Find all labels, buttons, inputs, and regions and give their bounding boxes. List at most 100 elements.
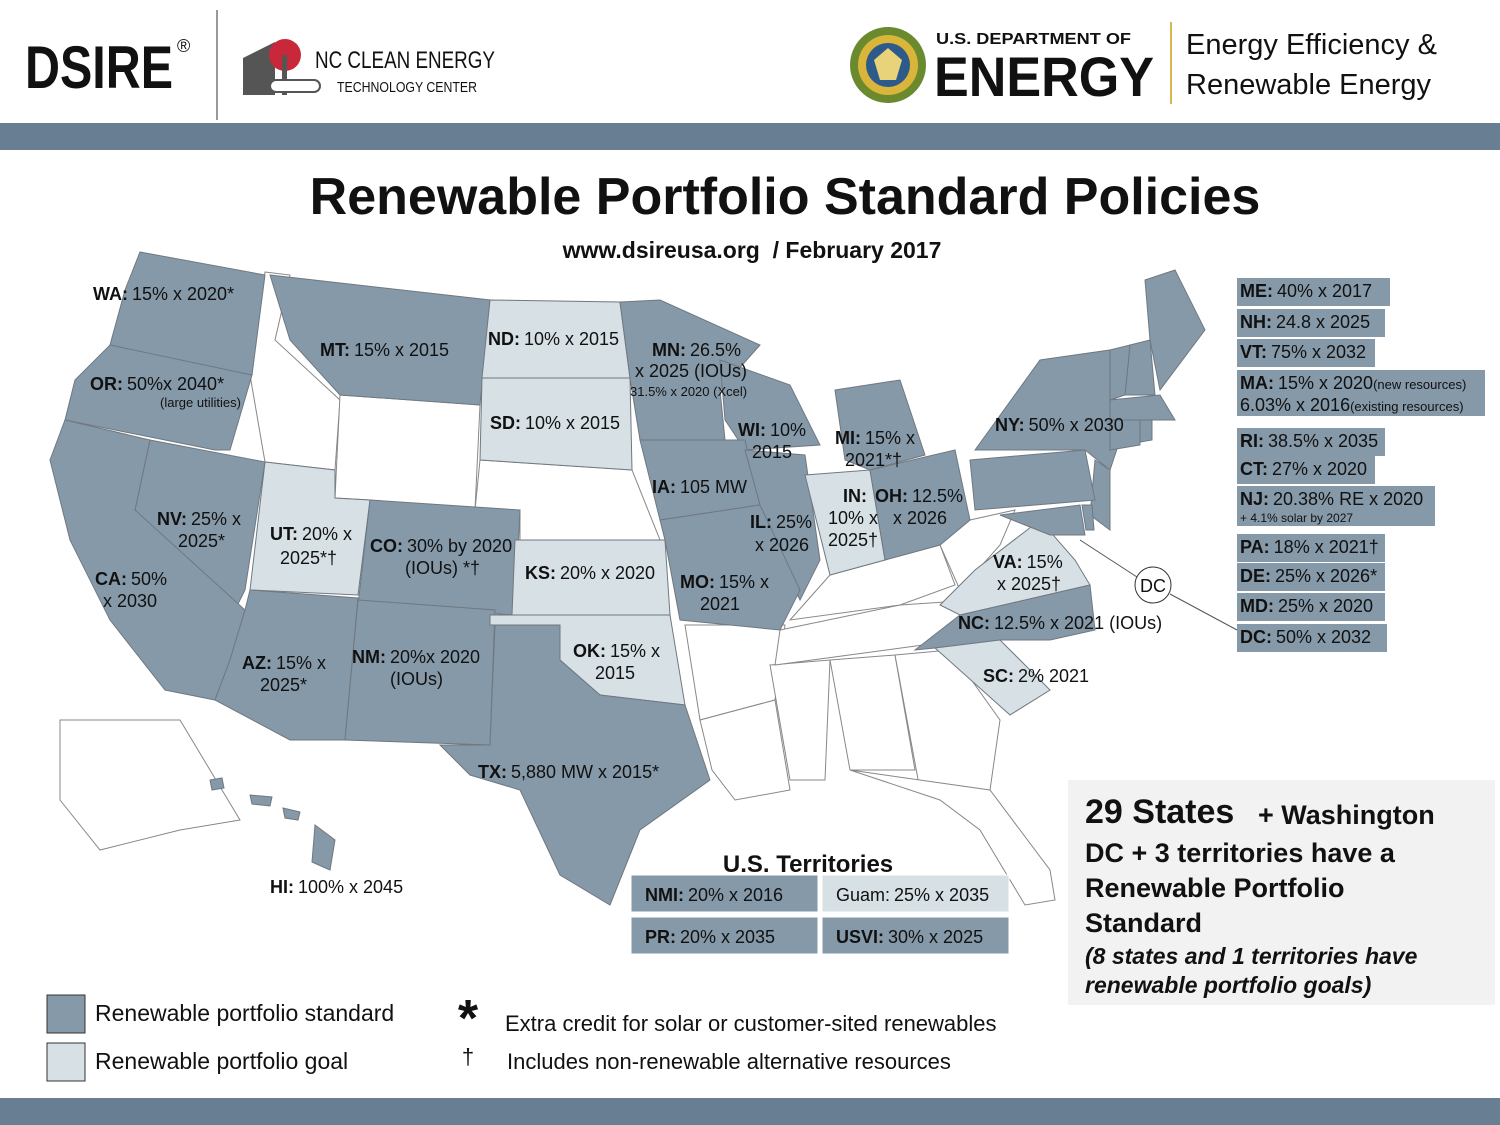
state-label: IL: 25% xyxy=(750,512,812,532)
state-policy: 105 MW xyxy=(680,477,747,497)
state-policy: 15% x xyxy=(610,641,660,661)
nc-line1: NC CLEAN ENERGY xyxy=(315,47,495,74)
state-abbr: NM: xyxy=(352,647,386,667)
state-shape xyxy=(829,654,916,771)
state-shape xyxy=(1081,504,1095,531)
panel-box xyxy=(1237,486,1435,526)
panel-label: NJ: 20.38% RE x 2020 xyxy=(1240,489,1423,509)
state-policy: 2021 xyxy=(700,594,740,614)
state-abbr: MI: xyxy=(835,428,861,448)
state-shape xyxy=(849,769,1056,906)
panel-subnote: + 4.1% solar by 2027 xyxy=(1240,511,1353,525)
state-abbr: NV: xyxy=(157,509,187,529)
state-policy: 75% x 2032 xyxy=(1271,342,1366,362)
state-label: x 2025 (IOUs) xyxy=(635,361,747,381)
state-shape xyxy=(974,349,1121,471)
summary-text: Renewable Portfolio xyxy=(1085,873,1345,903)
state-policy: (IOUs) *† xyxy=(405,558,480,578)
state-label: ND: 10% x 2015 xyxy=(488,329,619,349)
panel-box xyxy=(1237,563,1385,591)
state-policy: 15% x 2015 xyxy=(354,340,449,360)
dc-leader xyxy=(1079,539,1138,578)
state-policy: x 2030 xyxy=(103,591,157,611)
state-abbr: AZ: xyxy=(242,653,272,673)
state-policy: 10% x 2015 xyxy=(525,413,620,433)
unshaded-states xyxy=(59,271,1056,906)
state-label: KS: 20% x 2020 xyxy=(525,563,655,583)
state-policy: 15% xyxy=(1027,552,1063,572)
bottom-band xyxy=(0,1098,1500,1125)
state-policy: 24.8 x 2025 xyxy=(1276,312,1370,332)
doe-line1: U.S. DEPARTMENT OF xyxy=(936,31,1131,48)
state-policy: 27% x 2020 xyxy=(1272,459,1367,479)
state-policy: 2015 xyxy=(595,663,635,683)
state-policy: 50% xyxy=(131,569,167,589)
territory-abbr: Guam: xyxy=(836,885,890,905)
state-note: (new resources) xyxy=(1373,377,1466,392)
state-policy: 6.03% x 2016 xyxy=(1240,395,1350,415)
state-policy: x 2026 xyxy=(893,508,947,528)
panel-box xyxy=(1237,428,1385,456)
state-note: (existing resources) xyxy=(1350,399,1463,414)
state-label: TX: 5,880 MW x 2015* xyxy=(478,762,659,782)
title: Renewable Portfolio Standard Policies xyxy=(310,168,1261,226)
state-abbr: IN: xyxy=(843,486,867,506)
state-label: IA: 105 MW xyxy=(652,477,747,497)
state-label: WA: 15% x 2020* xyxy=(93,284,234,304)
state-shape xyxy=(269,274,491,406)
territory-policy: 20% x 2016 xyxy=(688,885,783,905)
state-abbr: NJ: xyxy=(1240,489,1269,509)
state-label: 2025* xyxy=(260,675,307,695)
state-abbr: NC: xyxy=(958,613,990,633)
territory-policy: 20% x 2035 xyxy=(680,927,775,947)
legend-note: Includes non-renewable alternative resou… xyxy=(507,1049,951,1074)
state-shape xyxy=(719,359,821,451)
state-abbr: IA: xyxy=(652,477,676,497)
state-policy: 18% x 2021† xyxy=(1274,537,1379,557)
state-label: OH: 12.5% xyxy=(875,486,963,506)
state-abbr: OK: xyxy=(573,641,606,661)
state-shape xyxy=(64,344,253,451)
state-policy: 2025† xyxy=(828,530,878,550)
panel-box xyxy=(1237,370,1485,416)
state-policy: 15% x 2020* xyxy=(132,284,234,304)
state-shape xyxy=(1109,344,1131,401)
legend-label: Renewable portfolio goal xyxy=(95,1048,348,1074)
state-policy: 10% x xyxy=(828,508,878,528)
state-shape xyxy=(249,794,273,807)
state-policy: 15% x xyxy=(719,572,769,592)
territory-label: PR: 20% x 2035 xyxy=(645,927,775,947)
state-label: MI: 15% x xyxy=(835,428,915,448)
state-policy: 40% x 2017 xyxy=(1277,281,1372,301)
panel-label: 6.03% x 2016(existing resources) xyxy=(1240,395,1464,415)
state-policy: 100% x 2045 xyxy=(298,877,403,897)
legend-swatch xyxy=(46,994,86,1034)
state-policy: 50% x 2030 xyxy=(1029,415,1124,435)
legend-swatch xyxy=(46,1042,86,1082)
state-policy: 20% x 2020 xyxy=(560,563,655,583)
panel-label: ME: 40% x 2017 xyxy=(1240,281,1372,301)
doe-seal xyxy=(850,27,926,103)
territory-box xyxy=(630,916,819,955)
state-label: HI: 100% x 2045 xyxy=(270,877,403,897)
territory-policy: 25% x 2035 xyxy=(894,885,989,905)
state-policy: x 2026 xyxy=(755,535,809,555)
dc-label: DC xyxy=(1140,576,1166,596)
state-abbr: CT: xyxy=(1240,459,1268,479)
state-label: AZ: 15% x xyxy=(242,653,326,673)
state-abbr: SD: xyxy=(490,413,521,433)
territory-label: Guam: 25% x 2035 xyxy=(836,885,989,905)
eere-line1: Energy Efficiency & xyxy=(1186,29,1437,61)
state-shape xyxy=(1144,269,1206,392)
state-policy: 2021*† xyxy=(845,450,902,470)
summary-count: 29 States xyxy=(1085,793,1234,831)
state-label: MN: 26.5% xyxy=(652,340,741,360)
doe-line2: ENERGY xyxy=(934,45,1154,108)
state-shape xyxy=(282,807,301,821)
state-label: 2015 xyxy=(752,442,792,462)
state-note: 31.5% x 2020 (Xcel) xyxy=(630,384,747,399)
eere-line2: Renewable Energy xyxy=(1186,69,1432,101)
